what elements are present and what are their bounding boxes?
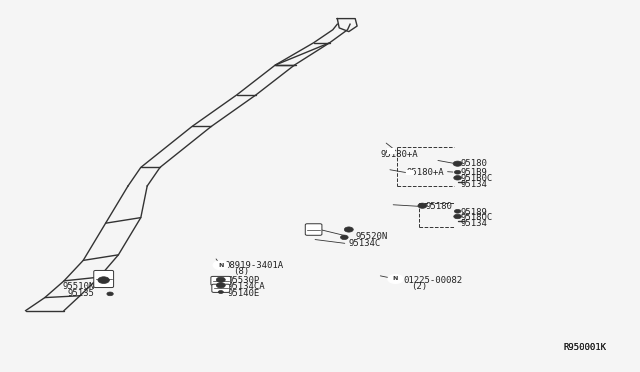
Text: 95180: 95180 xyxy=(461,159,488,168)
FancyBboxPatch shape xyxy=(212,284,230,292)
Text: 95530P: 95530P xyxy=(227,276,259,285)
Text: 95180+A: 95180+A xyxy=(406,169,444,177)
Circle shape xyxy=(454,214,461,219)
Circle shape xyxy=(454,170,461,174)
Circle shape xyxy=(454,209,461,213)
Text: 95134CA: 95134CA xyxy=(227,282,265,291)
Circle shape xyxy=(340,235,348,240)
Bar xyxy=(387,148,394,153)
Text: 08919-3401A: 08919-3401A xyxy=(224,262,283,270)
Bar xyxy=(406,170,413,174)
Circle shape xyxy=(216,283,225,288)
FancyBboxPatch shape xyxy=(305,224,322,235)
Circle shape xyxy=(453,161,462,166)
Text: 01225-00082: 01225-00082 xyxy=(403,276,462,285)
Text: 95189: 95189 xyxy=(461,208,488,217)
Text: 95134: 95134 xyxy=(461,219,488,228)
Text: 95134C: 95134C xyxy=(349,239,381,248)
Text: 951B0C: 951B0C xyxy=(461,174,493,183)
Text: 95510N: 95510N xyxy=(63,282,95,291)
Text: 95520N: 95520N xyxy=(355,232,387,241)
Circle shape xyxy=(216,277,225,282)
Circle shape xyxy=(344,227,353,232)
Circle shape xyxy=(107,292,113,296)
Text: 95134: 95134 xyxy=(461,180,488,189)
FancyBboxPatch shape xyxy=(211,276,230,285)
Text: 95180+A: 95180+A xyxy=(381,150,419,159)
Text: N: N xyxy=(218,263,223,268)
Text: 9518OC: 9518OC xyxy=(461,213,493,222)
Text: 951B9: 951B9 xyxy=(461,169,488,177)
Circle shape xyxy=(213,261,228,270)
Circle shape xyxy=(98,277,109,283)
Text: 95180: 95180 xyxy=(426,202,452,211)
Text: (2): (2) xyxy=(412,282,428,291)
Text: R950001K: R950001K xyxy=(563,343,606,352)
Text: 95140E: 95140E xyxy=(227,289,259,298)
Text: R950001K: R950001K xyxy=(563,343,606,352)
Circle shape xyxy=(454,176,461,180)
Text: (8): (8) xyxy=(234,267,250,276)
Text: 95135: 95135 xyxy=(67,289,94,298)
FancyBboxPatch shape xyxy=(93,270,114,288)
Text: N: N xyxy=(393,276,398,282)
Circle shape xyxy=(218,291,223,294)
Circle shape xyxy=(418,203,427,208)
Circle shape xyxy=(388,275,403,283)
